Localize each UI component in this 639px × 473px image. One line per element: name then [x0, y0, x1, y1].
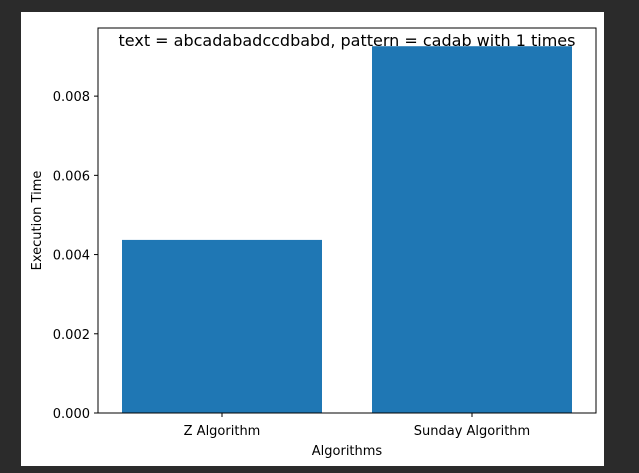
x-axis-label: Algorithms: [312, 444, 383, 459]
chart-title: text = abcadabadccdbabd, pattern = cadab…: [119, 31, 576, 50]
x-axis-ticks: Z Algorithm Sunday Algorithm: [184, 413, 530, 439]
x-tick-label: Sunday Algorithm: [414, 424, 530, 439]
plot-frame: [97, 27, 597, 414]
y-tick-label: 0.000: [53, 407, 90, 422]
y-axis-label: Execution Time: [30, 171, 45, 271]
y-tick-label: 0.002: [53, 328, 90, 343]
bar-z-algorithm: [122, 239, 322, 413]
chart-figure: text = abcadabadccdbabd, pattern = cadab…: [21, 12, 604, 466]
y-tick-label: 0.004: [53, 249, 90, 264]
y-tick-label: 0.008: [53, 90, 90, 105]
y-tick-label: 0.006: [53, 169, 90, 184]
x-tick-label: Z Algorithm: [184, 424, 261, 439]
bar-chart: text = abcadabadccdbabd, pattern = cadab…: [30, 27, 597, 459]
y-axis-ticks: 0.000 0.002 0.004 0.006 0.008: [53, 90, 98, 422]
bar-sunday-algorithm: [372, 46, 572, 414]
bars-group: [122, 46, 572, 414]
